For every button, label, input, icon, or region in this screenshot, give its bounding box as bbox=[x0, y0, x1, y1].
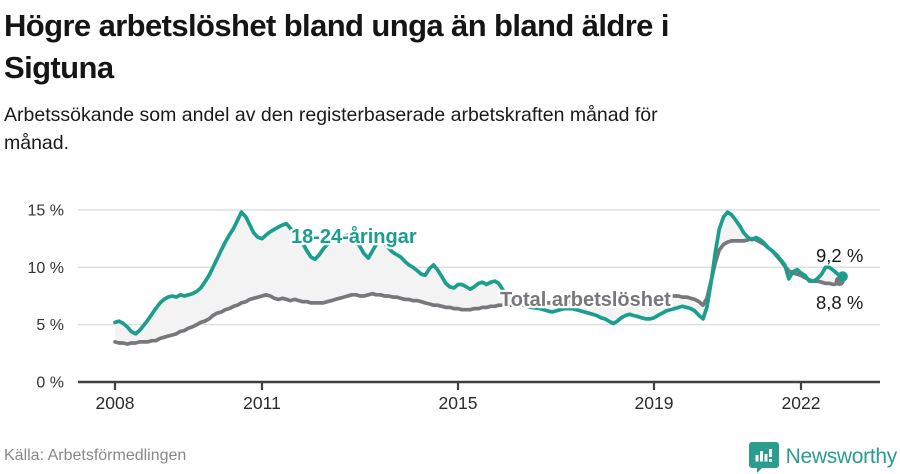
y-tick-label-5: 5 % bbox=[36, 317, 64, 334]
series-line-total bbox=[113, 236, 844, 346]
page-title: Högre arbetslöshet bland unga än bland ä… bbox=[4, 5, 896, 89]
chart-subtitle-line2: månad. bbox=[4, 132, 70, 154]
series-label-young: 18-24-åringar bbox=[291, 225, 417, 248]
x-tick-label-2011: 2011 bbox=[243, 393, 281, 413]
source-note: Källa: Arbetsförmedlingen bbox=[4, 447, 187, 464]
end-value-label-young: 9,2 % bbox=[816, 245, 863, 266]
chart-area: 0 % 5 % 10 % 15 % 2008 2011 2015 2019 2022 18-24-… bbox=[0, 178, 900, 418]
newsworthy-logo-icon bbox=[748, 442, 779, 473]
y-tick-label-10: 10 % bbox=[28, 260, 64, 277]
end-value-label-total: 8,8 % bbox=[816, 292, 863, 313]
series-line-young bbox=[113, 210, 844, 336]
x-tick-label-2022: 2022 bbox=[782, 393, 821, 413]
page-title-line1: Högre arbetslöshet bland unga än bland ä… bbox=[4, 8, 669, 43]
newsworthy-brand: Newsworthy bbox=[748, 441, 898, 473]
x-tick-label-2019: 2019 bbox=[635, 393, 674, 413]
band-between-series bbox=[115, 212, 842, 345]
x-tick-label-2008: 2008 bbox=[96, 393, 135, 413]
chart-subtitle: Arbetssökande som andel av den registerb… bbox=[4, 101, 658, 157]
newsworthy-brand-name: Newsworthy bbox=[785, 445, 898, 468]
x-tick-label-2015: 2015 bbox=[439, 393, 478, 413]
end-dot-young bbox=[837, 271, 848, 282]
unemployment-line-chart: 0 % 5 % 10 % 15 % 2008 2011 2015 2019 2022 18-24-… bbox=[28, 202, 880, 413]
y-tick-label-0: 0 % bbox=[36, 375, 64, 392]
series-label-total: Total arbetslöshet bbox=[500, 289, 671, 311]
chart-subtitle-line1: Arbetssökande som andel av den registerb… bbox=[4, 104, 658, 126]
page-title-line2: Sigtuna bbox=[4, 50, 114, 85]
y-tick-label-15: 15 % bbox=[28, 202, 64, 219]
